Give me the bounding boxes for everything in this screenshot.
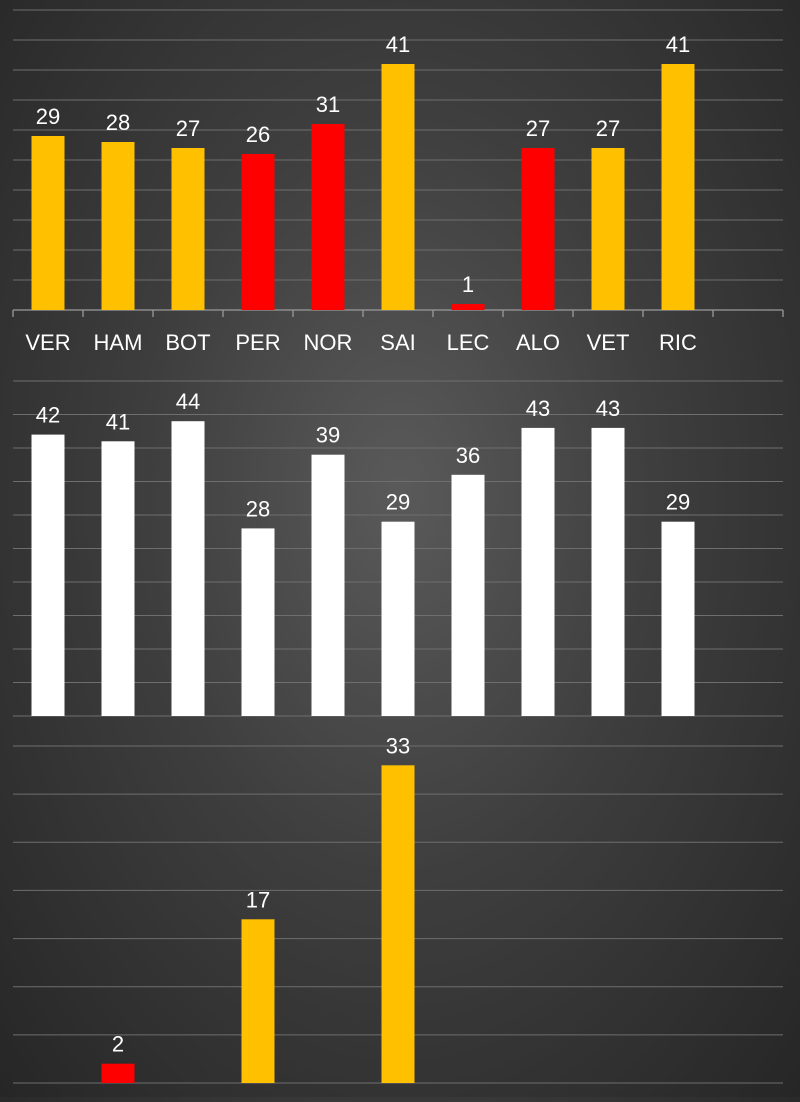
data-label: 29	[36, 104, 60, 129]
tick-label: ALO	[516, 330, 560, 355]
x-axis	[12, 309, 784, 317]
bar-lec	[451, 474, 485, 716]
data-label: 29	[386, 490, 410, 515]
bar-lec	[451, 304, 485, 310]
bar-vet	[591, 148, 625, 310]
data-label: 29	[666, 490, 690, 515]
tick-label: VER	[25, 330, 70, 355]
data-label: 2	[112, 1032, 124, 1057]
data-label: 33	[386, 733, 410, 758]
bar-ver	[31, 434, 65, 716]
bar-ham	[101, 441, 135, 716]
bar-c2	[101, 1063, 135, 1083]
data-label: 28	[246, 496, 270, 521]
data-label: 31	[316, 92, 340, 117]
data-label: 44	[176, 389, 200, 414]
data-label: 17	[246, 887, 270, 912]
tick-label: SAI	[380, 330, 415, 355]
bar-ric	[661, 64, 695, 310]
bar-per	[241, 528, 275, 716]
data-label: 26	[246, 122, 270, 147]
bar-sai	[381, 64, 415, 310]
tick-label: HAM	[94, 330, 143, 355]
bar-alo	[521, 427, 555, 716]
bar-ver	[31, 136, 65, 310]
bar-ric	[661, 521, 695, 716]
data-label: 27	[176, 116, 200, 141]
tick-label: VET	[587, 330, 630, 355]
tick-label: BOT	[165, 330, 210, 355]
data-label: 43	[596, 396, 620, 421]
data-label: 41	[666, 32, 690, 57]
data-label: 36	[456, 443, 480, 468]
data-label: 27	[526, 116, 550, 141]
chart-3: 2 17 33	[13, 733, 783, 1084]
bar-ham	[101, 142, 135, 310]
chart-2: 42 41 44 28 39 29 36 43 43 29	[13, 380, 783, 717]
chart-1: 29 VER 28 HAM 27 BOT 26 PER 31 NOR 41 SAI 1 LEC 27 ALO 2…	[12, 9, 784, 355]
bar-sai	[381, 521, 415, 716]
data-label: 39	[316, 423, 340, 448]
bar-nor	[311, 454, 345, 716]
data-label: 42	[36, 403, 60, 428]
data-label: 27	[596, 116, 620, 141]
bar-c4	[241, 919, 275, 1083]
data-label: 41	[386, 32, 410, 57]
bar-bot	[171, 148, 205, 310]
data-label: 41	[106, 409, 130, 434]
bar-per	[241, 154, 275, 310]
bar-c6	[381, 765, 415, 1083]
tick-label: NOR	[304, 330, 353, 355]
data-label: 43	[526, 396, 550, 421]
tick-label: LEC	[447, 330, 490, 355]
bar-alo	[521, 148, 555, 310]
bar-bot	[171, 421, 205, 716]
data-label: 28	[106, 110, 130, 135]
bar-nor	[311, 124, 345, 310]
tick-label: RIC	[659, 330, 697, 355]
data-label: 1	[462, 272, 474, 297]
bar-vet	[591, 427, 625, 716]
tick-label: PER	[235, 330, 280, 355]
